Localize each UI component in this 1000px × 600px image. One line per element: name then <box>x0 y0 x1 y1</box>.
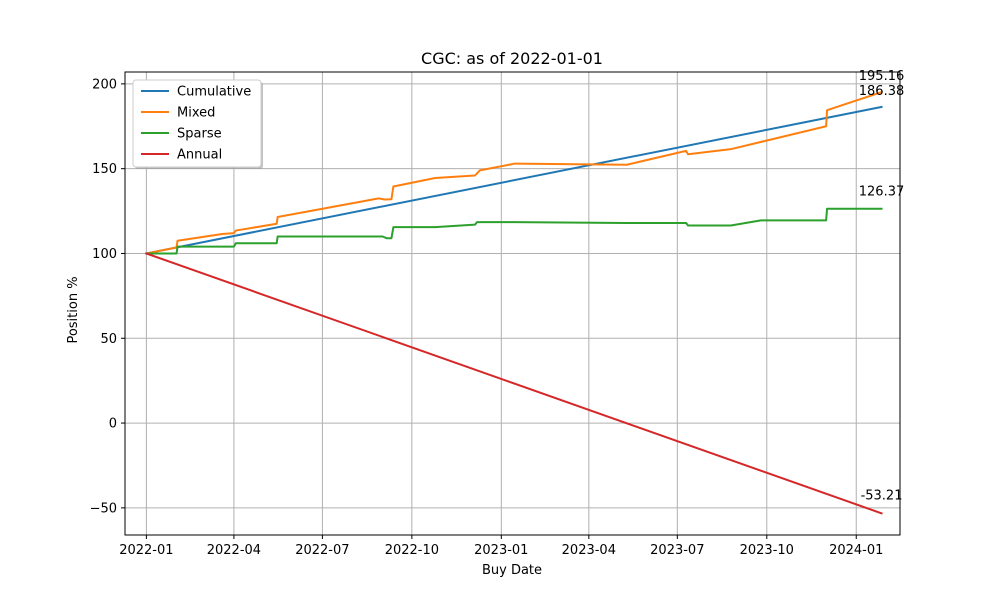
legend-label: Annual <box>177 148 222 163</box>
series-line-annual <box>145 252 883 515</box>
y-tick-label: −50 <box>90 501 117 516</box>
y-tick-label: 100 <box>92 247 117 262</box>
series-line-sparse <box>145 207 883 255</box>
legend-label: Mixed <box>177 106 215 121</box>
series-line-mixed <box>145 90 883 255</box>
legend-label: Cumulative <box>177 85 251 100</box>
axis-ticks: 2022-01 2022-04 2022-07 2022-10 2023-01 2023-… <box>90 77 884 558</box>
end-value-label: 126.37 <box>859 185 905 200</box>
chart-title: CGC: as of 2022-01-01 <box>421 49 603 68</box>
x-axis-title: Buy Date <box>482 563 542 578</box>
grid <box>125 72 900 535</box>
legend: Cumulative Mixed Sparse Annual <box>132 79 263 169</box>
x-tick-label: 2022-10 <box>385 543 439 558</box>
y-tick-label: 150 <box>92 162 117 177</box>
series-lines <box>145 90 883 515</box>
x-tick-label: 2022-07 <box>295 543 349 558</box>
end-value-label: 195.16 <box>859 69 905 84</box>
x-tick-label: 2023-10 <box>740 543 794 558</box>
end-value-label: -53.21 <box>861 488 903 503</box>
end-value-label: 186.38 <box>859 84 905 99</box>
x-tick-label: 2022-01 <box>119 543 173 558</box>
x-tick-label: 2023-01 <box>474 543 528 558</box>
legend-label: Sparse <box>177 127 222 142</box>
x-tick-label: 2024-01 <box>829 543 883 558</box>
series-line-cumulative <box>145 105 883 255</box>
x-tick-label: 2022-04 <box>207 543 261 558</box>
y-tick-label: 0 <box>109 417 117 432</box>
x-tick-label: 2023-04 <box>562 543 616 558</box>
x-tick-label: 2023-07 <box>650 543 704 558</box>
y-axis-title: Position % <box>66 276 81 343</box>
plot-area-frame <box>124 71 901 536</box>
legend-box <box>132 79 262 168</box>
y-tick-label: 50 <box>100 332 117 347</box>
y-tick-label: 200 <box>92 77 117 92</box>
